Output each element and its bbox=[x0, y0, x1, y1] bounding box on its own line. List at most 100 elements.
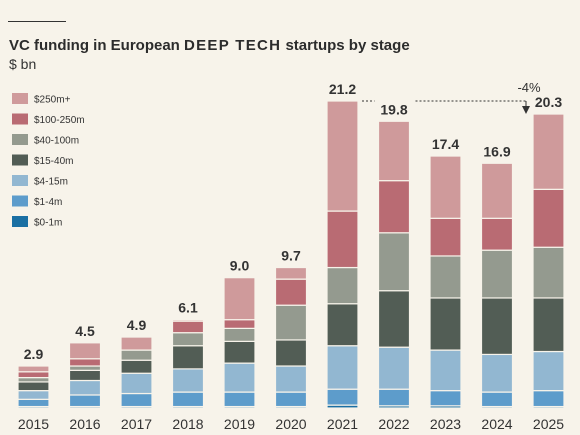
bar-segment-2021--250m- bbox=[326, 100, 359, 212]
bar-segment-2023--250m- bbox=[429, 155, 462, 219]
bar-segment-2019--4-15m bbox=[223, 362, 256, 393]
growth-annotation: -4% bbox=[362, 80, 541, 115]
bar-segment-2025--4-15m bbox=[532, 350, 565, 392]
bar-segment-2021--4-15m bbox=[326, 345, 359, 390]
bar-segment-2019--15-40m bbox=[223, 340, 256, 364]
legend-label--250m-: $250m+ bbox=[34, 95, 71, 106]
x-tick-label-2016: 2016 bbox=[69, 416, 100, 432]
bar-segment-2024--250m- bbox=[480, 162, 514, 219]
bar-segment-2022--40-100m bbox=[377, 232, 411, 292]
legend-swatch--4-15m bbox=[12, 175, 28, 186]
bar-segment-2022--1-4m bbox=[377, 388, 411, 407]
chart-unit-label: $ bn bbox=[9, 56, 37, 72]
bar-segment-2017--40-100m bbox=[120, 349, 153, 361]
bar-segment-2018--1-4m bbox=[171, 391, 205, 408]
legend-label--15-40m: $15-40m bbox=[34, 156, 73, 167]
bar-segment-2019--250m- bbox=[223, 277, 256, 321]
bar-segment-2015--1-4m bbox=[17, 398, 50, 408]
bar-segment-2024--100-250m bbox=[480, 217, 514, 251]
bar-segment-2016--1-4m bbox=[68, 394, 102, 408]
bar-segment-2023--100-250m bbox=[429, 217, 462, 257]
bar-segment-2015--40-100m bbox=[17, 376, 50, 383]
title-prefix: VC funding in European bbox=[9, 37, 180, 54]
total-label-2018: 6.1 bbox=[178, 300, 198, 316]
x-tick-label-2022: 2022 bbox=[378, 416, 409, 432]
bar-segment-2020--100-250m bbox=[274, 278, 308, 306]
bar-segment-2015--4-15m bbox=[17, 390, 50, 400]
bar-segment-2016--100-250m bbox=[68, 358, 102, 367]
x-tick-label-2015: 2015 bbox=[18, 416, 49, 432]
total-label-2020: 9.7 bbox=[281, 248, 301, 264]
bar-segment-2025--250m- bbox=[532, 113, 565, 190]
total-label-2024: 16.9 bbox=[483, 143, 510, 159]
bar-segment-2020--250m- bbox=[274, 266, 308, 280]
annotation-label: -4% bbox=[517, 80, 541, 95]
bar-segment-2015--15-40m bbox=[17, 381, 50, 392]
legend-swatch--15-40m bbox=[12, 154, 28, 166]
total-label-2019: 9.0 bbox=[230, 258, 250, 274]
x-axis-ticks: 2015 2016 2017 2018 2019 2020 2021 2022 2023 2024… bbox=[18, 416, 564, 432]
legend-label--40-100m: $40-100m bbox=[34, 136, 79, 147]
total-label-2015: 2.9 bbox=[24, 346, 44, 362]
bar-segment-2015--100-250m bbox=[17, 371, 50, 379]
chart-title: VC funding in European DEEP TECH startup… bbox=[9, 37, 410, 54]
total-label-2021: 21.2 bbox=[329, 81, 356, 97]
bar-segment-2023--1-4m bbox=[429, 390, 462, 407]
bar-group bbox=[17, 100, 565, 409]
bar-segment-2018--250m- bbox=[171, 319, 205, 322]
bar-segment-2023--4-15m bbox=[429, 349, 462, 392]
bar-segment-2024--40-100m bbox=[480, 249, 514, 299]
bar-segment-2016--4-15m bbox=[68, 379, 102, 396]
bar-segment-2017--1-4m bbox=[120, 392, 153, 408]
legend: $250m+ $100-250m $40-100m $15-40m $4-15m $1-4… bbox=[12, 93, 85, 229]
legend-label--100-250m: $100-250m bbox=[34, 115, 85, 126]
bar-segment-2017--15-40m bbox=[120, 359, 153, 374]
bar-segment-2016--40-100m bbox=[68, 365, 102, 371]
bar-segment-2020--40-100m bbox=[274, 304, 308, 341]
bar-segment-2019--100-250m bbox=[223, 319, 256, 329]
x-tick-label-2020: 2020 bbox=[275, 416, 306, 432]
x-tick-label-2018: 2018 bbox=[172, 416, 203, 432]
title-highlight: DEEP TECH bbox=[184, 37, 282, 54]
bar-segment-2018--4-15m bbox=[171, 368, 205, 393]
bar-segment-2024--1-4m bbox=[480, 391, 514, 408]
legend-label--1-4m: $1-4m bbox=[34, 197, 62, 208]
bar-segment-2020--15-40m bbox=[274, 339, 308, 367]
legend-swatch--100-250m bbox=[12, 113, 28, 125]
bar-segment-2016--250m- bbox=[68, 342, 102, 360]
bar-segment-2018--40-100m bbox=[171, 332, 205, 347]
bar-segment-2025--40-100m bbox=[532, 246, 565, 299]
total-label-2022: 19.8 bbox=[380, 101, 407, 117]
bar-segment-2023--15-40m bbox=[429, 297, 462, 351]
x-tick-label-2025: 2025 bbox=[533, 416, 564, 432]
bar-segment-2021--100-250m bbox=[326, 210, 359, 269]
bar-segment-2017--250m- bbox=[120, 336, 153, 351]
bar-segment-2023--40-100m bbox=[429, 255, 462, 299]
bar-segment-2020--1-4m bbox=[274, 391, 308, 408]
bar-segment-2024--15-40m bbox=[480, 297, 514, 356]
bar-segment-2022--100-250m bbox=[377, 180, 411, 234]
bar-segment-2018--100-250m bbox=[171, 320, 205, 334]
bar-segment-2022--250m- bbox=[377, 120, 411, 182]
x-tick-label-2019: 2019 bbox=[224, 416, 255, 432]
bar-segment-2017--4-15m bbox=[120, 372, 153, 395]
bar-segment-2021--40-100m bbox=[326, 266, 359, 305]
bar-segment-2025--1-4m bbox=[532, 390, 565, 408]
bar-segment-2019--1-4m bbox=[223, 391, 256, 408]
legend-swatch--250m- bbox=[12, 93, 28, 104]
legend-label--4-15m: $4-15m bbox=[34, 177, 68, 188]
bar-segment-2018--15-40m bbox=[171, 345, 205, 370]
legend-label--0-1m: $0-1m bbox=[34, 218, 62, 229]
legend-swatch--1-4m bbox=[12, 195, 28, 207]
top-rule bbox=[8, 21, 66, 22]
bar-segment-2021--15-40m bbox=[326, 303, 359, 347]
bar-segment-2021--1-4m bbox=[326, 388, 359, 406]
bar-segment-2022--15-40m bbox=[377, 290, 411, 348]
bar-segment-2020--4-15m bbox=[274, 365, 308, 393]
legend-swatch--0-1m bbox=[12, 216, 28, 227]
x-tick-label-2023: 2023 bbox=[430, 416, 461, 432]
bar-segment-2022--4-15m bbox=[377, 346, 411, 390]
title-suffix: startups by stage bbox=[285, 37, 410, 54]
bar-segment-2016--15-40m bbox=[68, 369, 102, 382]
